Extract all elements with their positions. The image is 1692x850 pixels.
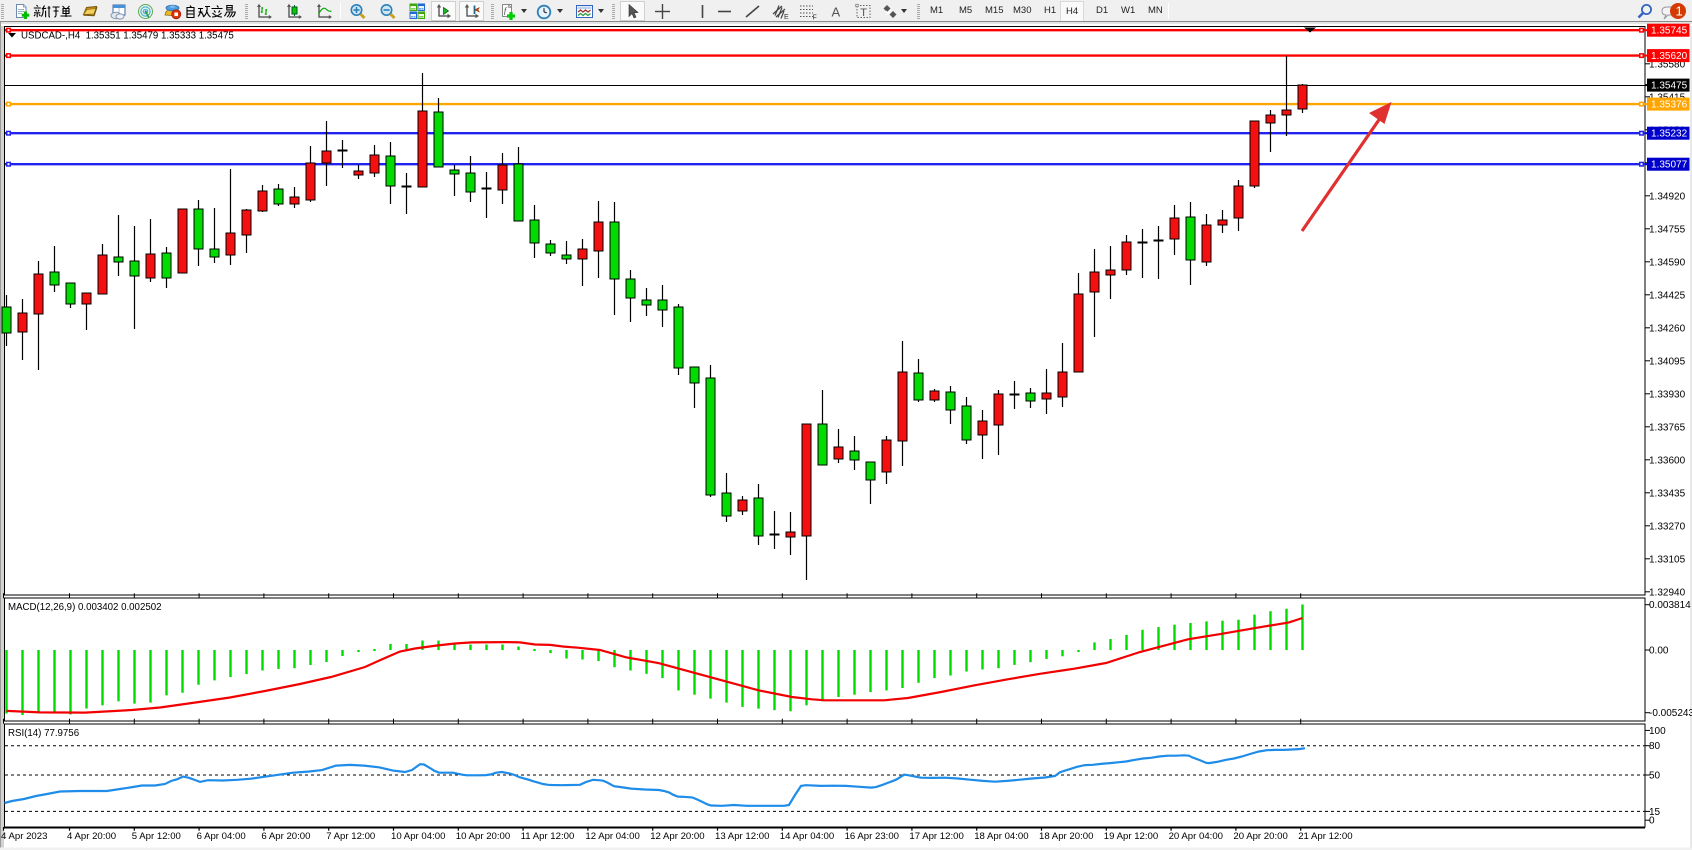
svg-text:1.35232: 1.35232 xyxy=(1651,129,1688,140)
svg-text:1.32940: 1.32940 xyxy=(1649,587,1686,598)
svg-text:1.34920: 1.34920 xyxy=(1649,191,1686,202)
svg-text:50: 50 xyxy=(1649,771,1661,782)
svg-text:USDCAD-,H4 1.35351 1.35479 1.: USDCAD-,H4 1.35351 1.35479 1.35333 1.354… xyxy=(21,31,234,42)
svg-text:6 Apr 04:00: 6 Apr 04:00 xyxy=(197,831,246,842)
svg-text:5 Apr 12:00: 5 Apr 12:00 xyxy=(132,831,181,842)
svg-text:15: 15 xyxy=(1649,807,1661,818)
svg-text:11 Apr 12:00: 11 Apr 12:00 xyxy=(521,831,575,842)
svg-text:12 Apr 20:00: 12 Apr 20:00 xyxy=(650,831,704,842)
svg-text:10 Apr 04:00: 10 Apr 04:00 xyxy=(391,831,445,842)
svg-text:RSI(14) 77.9756: RSI(14) 77.9756 xyxy=(8,728,79,739)
svg-text:100: 100 xyxy=(1649,726,1666,737)
svg-text:F: F xyxy=(813,15,817,22)
svg-text:1.33600: 1.33600 xyxy=(1649,455,1686,466)
svg-text:1: 1 xyxy=(1676,4,1683,19)
svg-text:18 Apr 20:00: 18 Apr 20:00 xyxy=(1039,831,1093,842)
svg-text:80: 80 xyxy=(1649,741,1661,752)
svg-text:6 Apr 20:00: 6 Apr 20:00 xyxy=(261,831,310,842)
svg-text:1.33930: 1.33930 xyxy=(1649,389,1686,400)
svg-text:MACD(12,26,9) 0.003402 0.00250: MACD(12,26,9) 0.003402 0.002502 xyxy=(8,602,162,613)
svg-text:20 Apr 20:00: 20 Apr 20:00 xyxy=(1233,831,1287,842)
svg-text:17 Apr 12:00: 17 Apr 12:00 xyxy=(909,831,963,842)
svg-text:0: 0 xyxy=(1649,816,1655,827)
svg-text:1.34260: 1.34260 xyxy=(1649,323,1686,334)
svg-text:12 Apr 04:00: 12 Apr 04:00 xyxy=(585,831,639,842)
svg-text:7 Apr 12:00: 7 Apr 12:00 xyxy=(326,831,375,842)
svg-text:1.33105: 1.33105 xyxy=(1649,554,1686,565)
svg-text:4 Apr 2023: 4 Apr 2023 xyxy=(1,831,47,842)
svg-text:1.35475: 1.35475 xyxy=(1651,81,1688,92)
svg-text:1.35745: 1.35745 xyxy=(1651,26,1688,37)
svg-text:21 Apr 12:00: 21 Apr 12:00 xyxy=(1298,831,1352,842)
svg-text:1.34590: 1.34590 xyxy=(1649,257,1686,268)
svg-text:10 Apr 20:00: 10 Apr 20:00 xyxy=(456,831,510,842)
svg-text:18 Apr 04:00: 18 Apr 04:00 xyxy=(974,831,1028,842)
svg-text:A: A xyxy=(832,5,841,20)
svg-text:1.35580: 1.35580 xyxy=(1649,59,1686,70)
svg-text:f: f xyxy=(504,6,508,15)
svg-text:E: E xyxy=(784,14,789,21)
svg-text:-0.005243: -0.005243 xyxy=(1649,708,1692,719)
svg-text:0.003814: 0.003814 xyxy=(1649,600,1691,611)
svg-text:1.33765: 1.33765 xyxy=(1649,422,1686,433)
svg-text:19 Apr 12:00: 19 Apr 12:00 xyxy=(1104,831,1158,842)
svg-text:T: T xyxy=(860,7,867,19)
svg-text:16 Apr 23:00: 16 Apr 23:00 xyxy=(845,831,899,842)
svg-text:14 Apr 04:00: 14 Apr 04:00 xyxy=(780,831,834,842)
svg-text:1.33270: 1.33270 xyxy=(1649,521,1686,532)
svg-text:0.00: 0.00 xyxy=(1649,646,1669,657)
svg-text:20 Apr 04:00: 20 Apr 04:00 xyxy=(1169,831,1223,842)
svg-text:1.34425: 1.34425 xyxy=(1649,290,1686,301)
svg-text:1.34095: 1.34095 xyxy=(1649,356,1686,367)
svg-text:1.35077: 1.35077 xyxy=(1651,160,1688,171)
svg-text:4 Apr 20:00: 4 Apr 20:00 xyxy=(67,831,116,842)
svg-text:1.35620: 1.35620 xyxy=(1651,51,1688,62)
svg-text:13 Apr 12:00: 13 Apr 12:00 xyxy=(715,831,769,842)
svg-text:1.34755: 1.34755 xyxy=(1649,224,1686,235)
svg-text:1.33435: 1.33435 xyxy=(1649,488,1686,499)
svg-text:1.35376: 1.35376 xyxy=(1651,100,1688,111)
